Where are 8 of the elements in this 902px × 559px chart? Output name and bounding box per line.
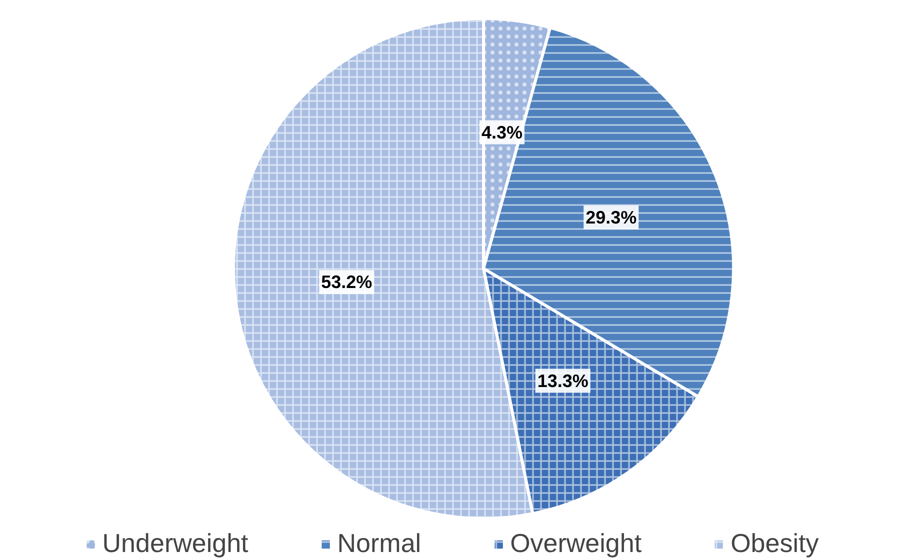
data-label: 4.3% xyxy=(481,122,523,142)
legend-label: Underweight xyxy=(102,528,248,559)
data-label: 53.2% xyxy=(321,272,372,292)
data-label: 13.3% xyxy=(537,370,588,391)
legend-label: Overweight xyxy=(510,528,642,559)
legend-label: Normal xyxy=(337,528,422,559)
legend-label: Obesity xyxy=(730,528,819,559)
data-label: 29.3% xyxy=(586,207,637,228)
